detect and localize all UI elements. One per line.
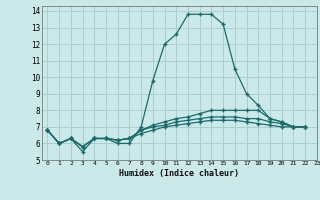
X-axis label: Humidex (Indice chaleur): Humidex (Indice chaleur) [119,169,239,178]
